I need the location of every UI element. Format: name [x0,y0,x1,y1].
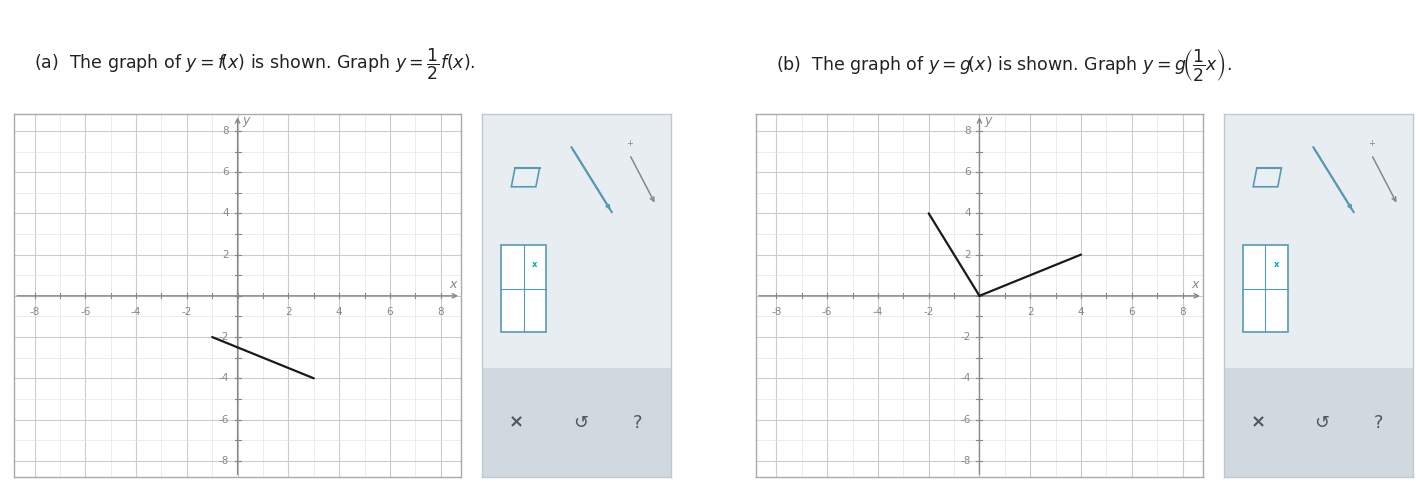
Text: 2: 2 [285,307,291,317]
Text: 4: 4 [1078,307,1085,317]
Text: ↺: ↺ [1315,414,1329,432]
Text: (b)  The graph of $y = g\!\left(x\right)$ is shown. Graph $y = g\!\left(\dfrac{1: (b) The graph of $y = g\!\left(x\right)$… [775,46,1231,82]
Text: 8: 8 [964,126,970,136]
Polygon shape [1254,168,1281,187]
Text: -8: -8 [960,456,970,466]
Text: 2: 2 [964,250,970,260]
Text: 4: 4 [335,307,342,317]
Text: -8: -8 [30,307,40,317]
FancyBboxPatch shape [481,368,672,477]
Text: -4: -4 [873,307,883,317]
Text: ×: × [1251,414,1265,432]
Text: -4: -4 [960,374,970,383]
Text: -4: -4 [131,307,141,317]
Text: -2: -2 [923,307,934,317]
Text: ?: ? [1375,414,1383,432]
Text: -8: -8 [219,456,229,466]
Text: -2: -2 [960,332,970,342]
Text: (a)  The graph of $y = f\!\left(x\right)$ is shown. Graph $y = \dfrac{1}{2}f(x)$: (a) The graph of $y = f\!\left(x\right)$… [34,47,476,82]
FancyBboxPatch shape [1224,368,1413,477]
Text: 2: 2 [1027,307,1034,317]
Text: -2: -2 [219,332,229,342]
Text: ?: ? [632,414,642,432]
Text: -4: -4 [219,374,229,383]
Text: -2: -2 [182,307,192,317]
Text: 6: 6 [386,307,393,317]
Text: ↺: ↺ [572,414,588,432]
Text: 4: 4 [964,208,970,218]
Text: x: x [1191,278,1198,291]
Text: 2: 2 [222,250,229,260]
FancyBboxPatch shape [1242,245,1288,332]
Text: 6: 6 [222,167,229,177]
Text: x: x [532,260,538,269]
Text: -6: -6 [80,307,91,317]
Text: 8: 8 [1179,307,1186,317]
Text: -6: -6 [960,414,970,425]
Text: ×: × [508,414,524,432]
Text: 6: 6 [964,167,970,177]
Text: 8: 8 [437,307,444,317]
Text: y: y [243,114,250,127]
Text: x: x [450,278,457,291]
Text: 8: 8 [222,126,229,136]
Text: x: x [1274,260,1279,269]
Text: +: + [1367,139,1375,148]
Polygon shape [511,168,540,187]
Text: y: y [984,114,993,127]
Text: -8: -8 [771,307,781,317]
FancyBboxPatch shape [501,245,547,332]
Text: +: + [626,139,633,148]
Text: -6: -6 [822,307,832,317]
Text: 6: 6 [1129,307,1135,317]
Text: -6: -6 [219,414,229,425]
Text: 4: 4 [222,208,229,218]
